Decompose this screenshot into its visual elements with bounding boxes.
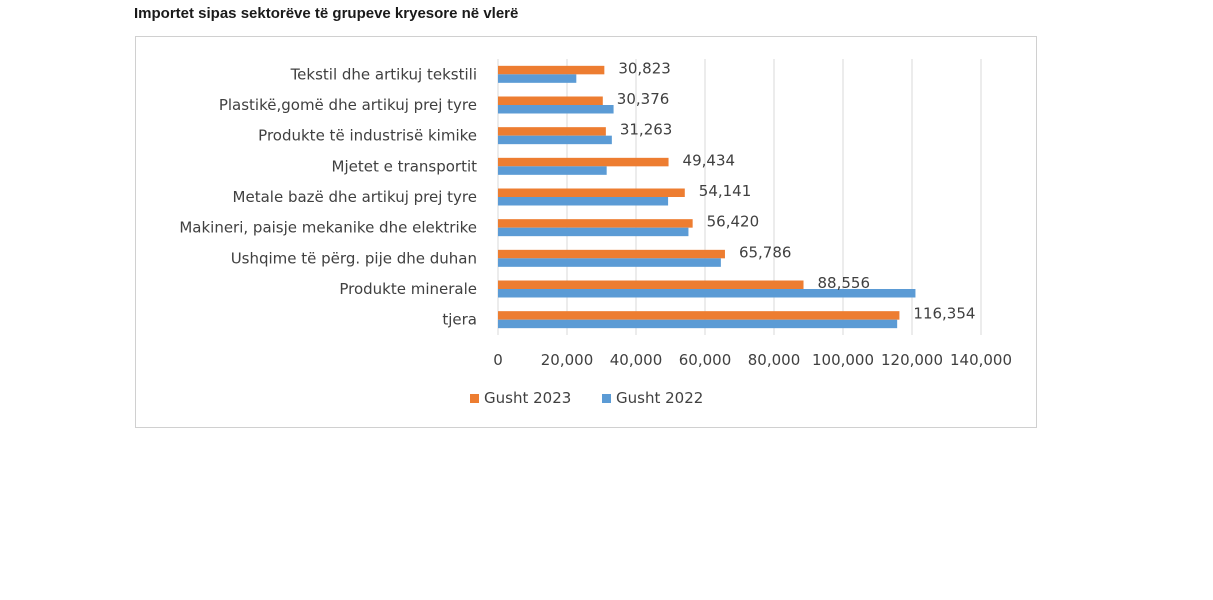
x-tick-label: 140,000 [950,351,1012,369]
category-label: Plastikë,gomë dhe artikuj prej tyre [219,96,477,114]
bar-gusht-2023 [498,127,606,136]
x-tick-label: 60,000 [679,351,732,369]
bar-gusht-2023 [498,96,603,105]
bar-gusht-2022 [498,74,577,83]
bar-gusht-2022 [498,105,614,114]
x-tick-label: 40,000 [610,351,663,369]
x-tick-label: 120,000 [881,351,943,369]
x-tick-label: 20,000 [541,351,594,369]
category-label: tjera [442,311,477,329]
bars [498,65,916,329]
value-axis: 0 20,000 40,000 60,000 80,000 100,000 120,000 1… [493,351,1012,369]
bar-gusht-2022 [498,135,612,145]
category-label: Makineri, paisje mekanike dhe elektrike [179,219,477,237]
x-tick-label: 80,000 [748,351,801,369]
bar-gusht-2022 [498,258,721,267]
category-label: Produkte minerale [339,280,477,298]
data-label: 65,786 [739,243,792,261]
legend-entry: Gusht 2022 [616,389,703,407]
bar-gusht-2022 [498,227,689,237]
category-label: Metale bazë dhe artikuj prej tyre [233,188,477,206]
bar-gusht-2023 [498,157,669,167]
bar-gusht-2022 [498,289,916,298]
bar-gusht-2023 [498,249,725,259]
data-label: 88,556 [818,274,871,292]
legend: Gusht 2023 Gusht 2022 [470,389,703,407]
legend-swatch [602,394,611,403]
legend-swatch [470,394,479,403]
bar-gusht-2023 [498,188,685,197]
chart-frame: 30,823 30,376 31,263 49,434 54,141 56,420 65,7… [135,36,1037,428]
data-label: 49,434 [683,151,736,169]
data-label: 30,823 [618,59,671,77]
page-title: Importet sipas sektorëve të grupeve krye… [134,5,519,22]
category-axis: Tekstil dhe artikuj tekstili Plastikë,gom… [179,65,477,328]
category-label: Produkte të industrisë kimike [258,127,477,145]
bar-gusht-2023 [498,219,693,228]
bar-gusht-2022 [498,319,898,329]
data-label: 56,420 [707,213,760,231]
x-tick-label: 100,000 [812,351,874,369]
bar-gusht-2023 [498,65,605,75]
legend-entry: Gusht 2023 [484,389,571,407]
bar-gusht-2022 [498,197,669,206]
data-label: 116,354 [913,305,975,323]
category-label: Tekstil dhe artikuj tekstili [290,65,477,83]
bar-chart: 30,823 30,376 31,263 49,434 54,141 56,420 65,7… [179,59,1012,407]
data-labels: 30,823 30,376 31,263 49,434 54,141 56,420 65,7… [617,59,976,322]
data-label: 31,263 [620,121,673,139]
bar-gusht-2023 [498,280,804,289]
data-label: 30,376 [617,90,670,108]
category-label: Ushqime të përg. pije dhe duhan [231,249,477,267]
bar-gusht-2022 [498,166,607,175]
category-label: Mjetet e transportit [332,157,478,175]
data-label: 54,141 [699,182,752,200]
bar-gusht-2023 [498,311,900,320]
x-tick-label: 0 [493,351,503,369]
